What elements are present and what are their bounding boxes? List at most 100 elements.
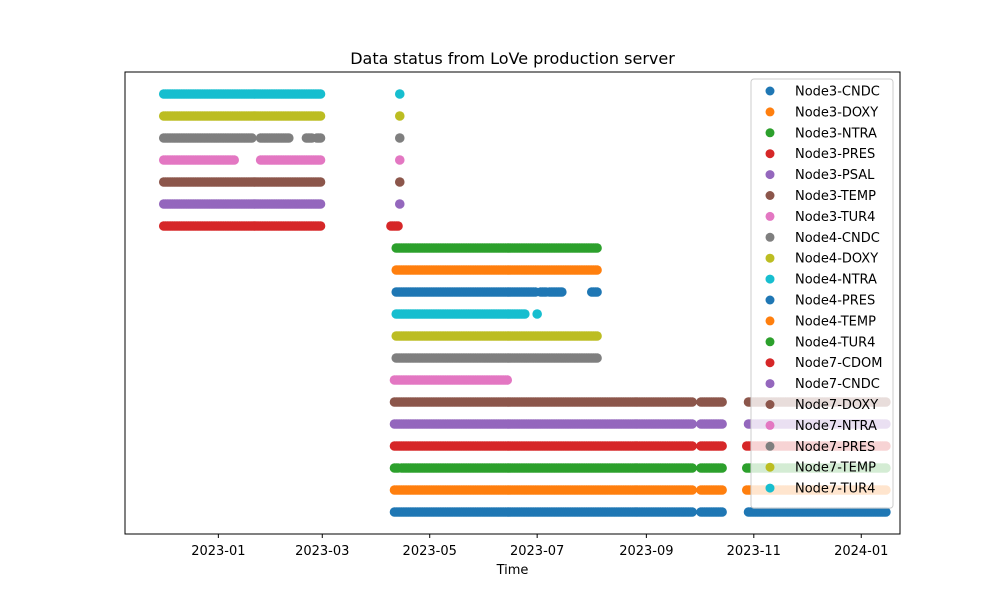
chart-title: Data status from LoVe production server (350, 49, 675, 68)
data-point (717, 397, 727, 407)
data-point (394, 111, 405, 121)
series-node7-cndc (158, 199, 405, 209)
legend-marker (765, 170, 775, 180)
legend-label: Node7-CNDC (795, 377, 880, 392)
legend-label: Node4-NTRA (795, 273, 877, 288)
legend-label: Node7-PRES (795, 440, 875, 455)
data-point (687, 507, 697, 517)
data-point (881, 507, 891, 517)
data-point (717, 441, 727, 451)
legend-marker (765, 483, 775, 493)
legend-marker (765, 400, 775, 409)
legend-marker (765, 337, 775, 347)
legend-label: Node7-DOXY (795, 398, 878, 413)
data-point (284, 133, 294, 143)
data-point (393, 221, 403, 231)
data-point (532, 309, 542, 319)
data-point (394, 177, 405, 187)
legend: Node3-CNDC Node3-DOXY Node3-NTRA Node3-PRES… (750, 78, 894, 509)
legend-label: Node7-TEMP (795, 461, 876, 476)
legend-marker (765, 379, 775, 389)
data-point (592, 287, 602, 297)
x-tick-label: 2023-03 (295, 544, 349, 559)
data-point (315, 133, 326, 143)
data-point (315, 221, 326, 231)
legend-label: Node4-TEMP (795, 314, 876, 329)
data-point (557, 287, 567, 297)
data-point (592, 353, 602, 363)
data-point (592, 331, 602, 341)
x-tick-label: 2023-11 (727, 544, 781, 559)
data-point (315, 199, 326, 209)
x-tick-label: 2023-05 (403, 544, 457, 559)
data-point (687, 441, 697, 451)
legend-marker (765, 420, 775, 430)
series-node7-pres (158, 133, 405, 143)
legend-marker (765, 253, 775, 263)
series-node4-pres (391, 287, 602, 297)
data-point (592, 265, 602, 275)
data-point (717, 419, 727, 429)
series-node4-doxy (391, 331, 602, 341)
data-point (315, 177, 326, 187)
legend-marker (765, 441, 775, 451)
legend-label: Node3-PSAL (795, 168, 875, 183)
data-point (315, 111, 326, 121)
legend-label: Node4-CNDC (795, 231, 880, 246)
series-node3-tur4 (389, 375, 513, 385)
series-node7-doxy (158, 177, 405, 187)
legend-label: Node7-TUR4 (795, 482, 875, 497)
legend-label: Node3-NTRA (795, 126, 877, 141)
legend-label: Node3-TUR4 (795, 210, 875, 225)
series-node3-pres (389, 441, 891, 451)
data-point (315, 155, 326, 165)
series-node7-ntra (158, 155, 405, 165)
data-point (229, 155, 239, 165)
legend-label: Node4-DOXY (795, 252, 878, 267)
series-node7-temp (158, 111, 405, 121)
data-point (247, 133, 257, 143)
data-point (717, 485, 727, 495)
legend-label: Node3-TEMP (795, 189, 876, 204)
series-node4-ntra (391, 309, 542, 319)
legend-marker (765, 107, 775, 117)
legend-marker (765, 86, 775, 96)
x-tick-label: 2023-01 (191, 544, 245, 559)
data-point (687, 419, 697, 429)
legend-label: Node3-DOXY (795, 105, 878, 120)
data-point (717, 507, 727, 517)
data-point (520, 309, 530, 319)
legend-marker (765, 191, 775, 200)
x-axis-ticks: 2023-01 2023-03 2023-05 2023-07 2023-09 2023-… (191, 534, 888, 559)
series-node4-temp (391, 265, 602, 275)
legend-marker (765, 211, 775, 221)
legend-label: Node4-TUR4 (795, 335, 875, 350)
legend-label: Node7-CDOM (795, 356, 882, 371)
legend-label: Node7-NTRA (795, 419, 877, 434)
data-point (502, 375, 513, 385)
legend-marker (765, 274, 775, 284)
data-point (394, 133, 405, 143)
legend-marker (765, 295, 775, 305)
series-node3-cndc (389, 507, 891, 517)
series-node4-cndc (391, 353, 602, 363)
series-node7-tur4 (158, 89, 405, 99)
data-point (687, 485, 697, 495)
x-tick-label: 2023-09 (619, 544, 673, 559)
legend-marker (765, 232, 775, 242)
legend-marker (765, 316, 775, 326)
legend-label: Node4-PRES (795, 294, 875, 309)
plot-frame (124, 71, 901, 535)
series-node4-tur4 (391, 243, 602, 253)
x-axis-label: Time (496, 563, 529, 578)
data-point (717, 463, 727, 473)
legend-label: Node3-CNDC (795, 85, 880, 100)
legend-marker (765, 462, 775, 472)
legend-label: Node3-PRES (795, 147, 875, 162)
legend-marker (765, 149, 775, 159)
data-point (592, 243, 602, 253)
series-node7-cdom (158, 221, 403, 231)
legend-marker (765, 128, 775, 138)
